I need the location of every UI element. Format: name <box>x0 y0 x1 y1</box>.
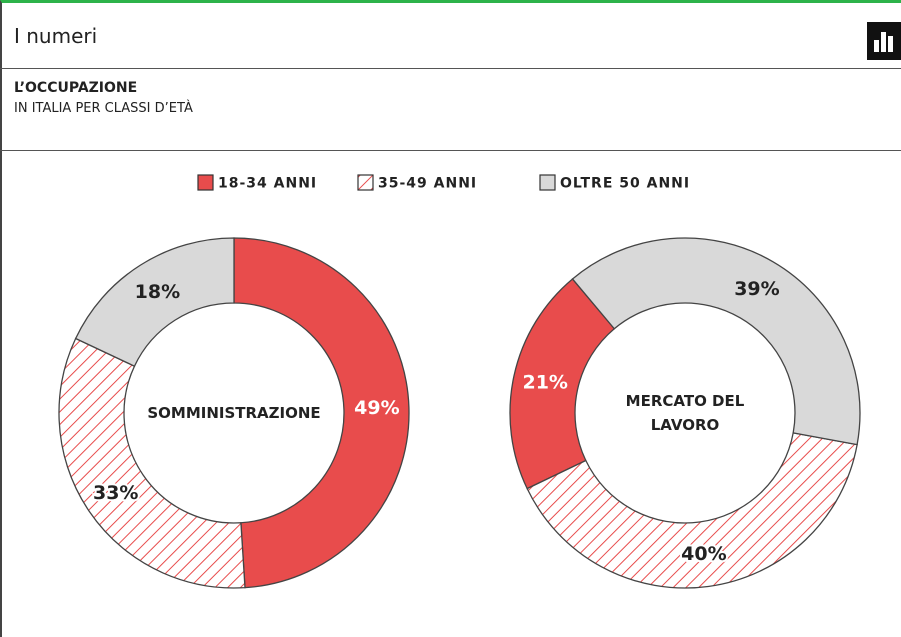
donut-segment <box>58 337 246 589</box>
header-title: I numeri <box>14 24 98 48</box>
divider <box>0 68 901 69</box>
legend-label: 18-34 ANNI <box>218 176 317 192</box>
divider <box>0 150 901 151</box>
legend-label: OLTRE 50 ANNI <box>560 176 690 192</box>
donut-center: MERCATO DEL LAVORO <box>615 383 755 443</box>
donut-segment <box>526 432 858 589</box>
icon-graphic <box>874 32 893 52</box>
value-label: 21% <box>522 371 567 393</box>
legend-swatch <box>197 174 214 191</box>
donut-segment <box>233 237 410 589</box>
value-label: 33% <box>93 482 138 504</box>
chart-title: L’OCCUPAZIONE <box>14 80 138 96</box>
legend-swatch <box>357 174 374 191</box>
chart-icon <box>867 22 901 60</box>
donut-center: SOMMINISTRAZIONE <box>147 383 320 443</box>
legend-label: 35-49 ANNI <box>378 176 477 192</box>
donut-segment <box>74 237 235 368</box>
value-label: 39% <box>734 278 779 300</box>
legend-swatch <box>539 174 556 191</box>
chart-subtitle: IN ITALIA PER CLASSI D’ETÀ <box>14 101 193 116</box>
value-label: 18% <box>135 281 180 303</box>
value-label: 40% <box>681 543 726 565</box>
value-label: 49% <box>354 397 399 419</box>
series-name: SOMMINISTRAZIONE <box>147 404 321 422</box>
series-name: MERCATO DEL LAVORO <box>625 392 745 434</box>
donut-segment <box>571 237 861 446</box>
